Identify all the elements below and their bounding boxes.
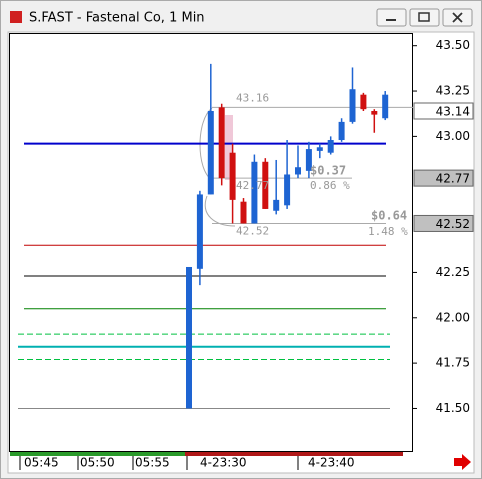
window-buttons[interactable] [376, 8, 473, 27]
candle-body [229, 152, 236, 200]
x-tick-label: 05:45 [24, 456, 59, 470]
close-icon [452, 12, 463, 23]
candle-body [371, 110, 378, 115]
candle-body [349, 89, 356, 122]
candle-body [218, 107, 225, 179]
maximize-button[interactable] [409, 8, 440, 27]
candle-body [327, 140, 334, 153]
y-tick-label: 43.00 [436, 129, 470, 143]
measure-arc [199, 107, 213, 181]
y-tick-label: 41.50 [436, 401, 470, 415]
candle-body [262, 161, 269, 209]
session-bar [185, 452, 403, 456]
maximize-icon [418, 12, 430, 22]
candle-body [360, 94, 367, 110]
y-tick-label: 42.00 [436, 310, 470, 324]
minimize-button[interactable] [376, 8, 407, 27]
highlight [225, 115, 233, 180]
price-marker [413, 102, 474, 120]
price-marker [413, 169, 474, 187]
y-tick-label: 41.75 [436, 356, 470, 370]
candle-body [207, 110, 214, 195]
price-marker [413, 214, 474, 232]
candle-body [382, 94, 389, 119]
candle-body [240, 201, 247, 224]
x-tick-label: 4-23:40 [308, 456, 355, 470]
x-tick-label: 05:50 [80, 456, 115, 470]
candle-body [251, 161, 258, 224]
price-marker-label: 43.14 [436, 104, 470, 118]
y-tick-label: 42.25 [436, 265, 470, 279]
scroll-arrow[interactable] [454, 454, 471, 470]
y-tick-label: 43.50 [436, 38, 470, 52]
app-icon [10, 11, 22, 23]
session-bar [10, 452, 185, 456]
annotation: $0.37 [310, 164, 346, 178]
annotation: 43.16 [236, 91, 269, 104]
candle-body [338, 121, 345, 141]
price-marker-label: 42.77 [436, 172, 470, 186]
window-title: S.FAST - Fastenal Co, 1 Min [29, 11, 205, 26]
x-tick-label: 4-23:30 [200, 456, 247, 470]
annotation: 42.52 [236, 224, 269, 237]
measure-arc [204, 195, 236, 227]
annotation: 0.86 % [310, 179, 350, 192]
candle-body [273, 199, 280, 211]
candle-body [305, 149, 312, 171]
annotation: 1.48 % [368, 225, 408, 238]
price-marker-label: 42.52 [436, 217, 470, 231]
y-tick-label: 43.25 [436, 84, 470, 98]
candle-body [186, 266, 192, 409]
candle-body [295, 167, 301, 175]
annotation: $0.64 [371, 209, 407, 223]
candle-body [316, 147, 323, 151]
candle-body [196, 194, 203, 269]
annotation: 42.77 [236, 179, 269, 192]
candle-body [284, 174, 291, 206]
x-tick-label: 05:55 [135, 456, 170, 470]
